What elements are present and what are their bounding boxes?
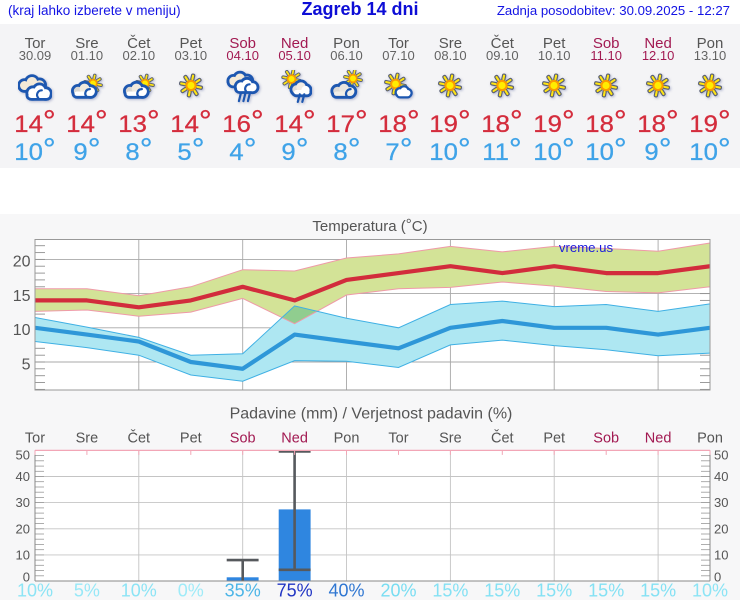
svg-text:Sre: Sre [76,431,99,447]
svg-text:20%: 20% [380,581,416,600]
svg-text:30: 30 [16,495,30,510]
svg-text:Pon: Pon [334,431,360,447]
svg-text:Temperatura (°C): Temperatura (°C) [312,216,427,235]
svg-text:5%: 5% [74,581,100,600]
svg-text:0%: 0% [178,581,204,600]
svg-text:20: 20 [16,521,30,536]
svg-text:15%: 15% [432,581,468,600]
svg-text:Ned: Ned [281,431,308,447]
svg-text:75%: 75% [277,581,313,600]
svg-text:15%: 15% [588,581,624,600]
svg-text:20: 20 [714,521,728,536]
svg-text:15%: 15% [536,581,572,600]
svg-text:0: 0 [23,569,30,584]
svg-text:Sre: Sre [439,431,462,447]
svg-text:Padavine (mm) / Verjetnost pad: Padavine (mm) / Verjetnost padavin (%) [230,406,513,423]
svg-text:40%: 40% [328,581,364,600]
svg-text:Čet: Čet [491,430,514,447]
svg-text:20: 20 [13,254,31,271]
svg-text:5: 5 [22,356,31,373]
svg-text:15: 15 [13,288,31,305]
svg-text:15%: 15% [640,581,676,600]
svg-text:10: 10 [13,322,31,339]
svg-text:Sob: Sob [230,431,256,447]
svg-text:Pon: Pon [697,431,723,447]
svg-text:10%: 10% [692,581,728,600]
svg-text:10: 10 [16,548,30,563]
svg-text:Tor: Tor [388,431,408,447]
svg-text:50: 50 [16,447,30,462]
svg-text:Pet: Pet [543,431,565,447]
svg-text:30: 30 [714,495,728,510]
svg-text:0: 0 [714,569,721,584]
svg-text:10%: 10% [17,581,53,600]
svg-text:Čet: Čet [128,430,151,447]
svg-text:Ned: Ned [645,431,672,447]
svg-text:vreme.us: vreme.us [559,240,614,255]
svg-text:Tor: Tor [25,431,45,447]
svg-text:35%: 35% [225,581,261,600]
svg-text:40: 40 [714,469,728,484]
svg-text:10: 10 [714,548,728,563]
svg-text:50: 50 [714,447,728,462]
svg-text:40: 40 [16,469,30,484]
svg-text:Pet: Pet [180,431,202,447]
svg-text:15%: 15% [484,581,520,600]
svg-text:10%: 10% [121,581,157,600]
svg-text:Sob: Sob [593,431,619,447]
